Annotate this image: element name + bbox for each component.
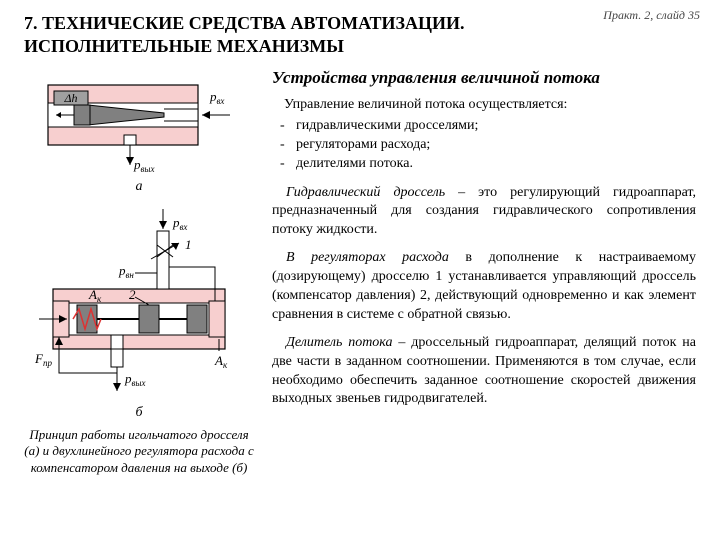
p1-lead: Гидравлический дроссель xyxy=(286,185,445,200)
paragraph-3: Делитель потока – дроссельный гидроаппар… xyxy=(272,334,696,410)
figure-b: pвх 1 pвн 2 Aк Aк xyxy=(29,201,249,401)
list-item: делителями потока. xyxy=(286,155,696,174)
p-in-label: pвх xyxy=(209,89,224,106)
title-line-2: ИСПОЛНИТЕЛЬНЫЕ МЕХАНИЗМЫ xyxy=(24,36,344,56)
p3-lead: Делитель потока xyxy=(286,335,393,350)
delta-h-label: Δh xyxy=(63,91,77,105)
content-columns: Δh pвх pвых а xyxy=(24,65,696,476)
figure-a-label: а xyxy=(24,179,254,195)
slide: Практ. 2, слайд 35 7. ТЕХНИЧЕСКИЕ СРЕДСТ… xyxy=(0,0,720,540)
one-label: 1 xyxy=(185,237,192,252)
p-in-b-label: pвх xyxy=(172,215,187,232)
f-pr-label: Fпр xyxy=(34,351,52,368)
subtitle: Устройства управления величиной потока xyxy=(272,67,696,90)
paragraph-2: В регуляторах расхода в дополнение к нас… xyxy=(272,249,696,325)
slide-reference: Практ. 2, слайд 35 xyxy=(603,8,700,23)
p-out-b-label: pвых xyxy=(124,371,146,388)
p-vn-label: pвн xyxy=(118,263,134,280)
figure-b-label: б xyxy=(24,405,254,421)
figure-column: Δh pвх pвых а xyxy=(24,65,254,476)
list-item: регуляторами расхода; xyxy=(286,136,696,155)
page-title: 7. ТЕХНИЧЕСКИЕ СРЕДСТВА АВТОМАТИЗАЦИИ. И… xyxy=(24,12,544,57)
two-label: 2 xyxy=(129,287,136,302)
ak-right-label: Aк xyxy=(214,353,228,370)
figure-a: Δh pвх pвых xyxy=(34,65,244,175)
paragraph-1: Гидравлический дроссель – это регулирующ… xyxy=(272,184,696,241)
figure-caption: Принцип работы игольчатого дросселя (а) … xyxy=(24,427,254,476)
p2-lead: В регуляторах расхода xyxy=(286,250,449,265)
title-line-1: 7. ТЕХНИЧЕСКИЕ СРЕДСТВА АВТОМАТИЗАЦИИ. xyxy=(24,13,465,33)
text-column: Устройства управления величиной потока У… xyxy=(272,65,696,476)
intro-lead: Управление величиной потока осуществляет… xyxy=(272,96,696,115)
p-out-label: pвых xyxy=(133,157,155,174)
list-item: гидравлическими дросселями; xyxy=(286,117,696,136)
intro-list: гидравлическими дросселями; регуляторами… xyxy=(272,117,696,174)
